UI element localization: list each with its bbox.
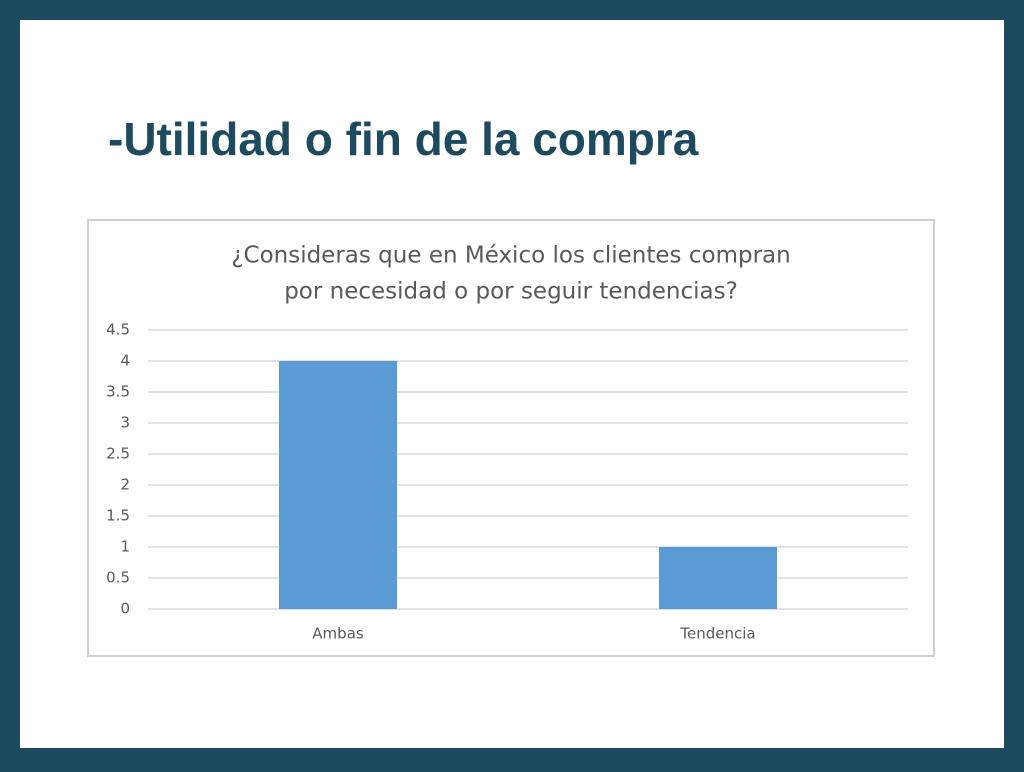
y-tick-label: 2	[120, 476, 130, 494]
bar	[279, 361, 397, 609]
y-tick-label: 3	[120, 414, 130, 432]
slide-title: -Utilidad o fin de la compra	[108, 113, 699, 165]
y-tick-label: 4.5	[106, 321, 130, 339]
y-tick-label: 0.5	[106, 569, 130, 587]
y-tick-label: 4	[120, 352, 130, 370]
y-tick-label: 3.5	[106, 383, 130, 401]
chart-area	[87, 219, 935, 657]
bar	[659, 547, 777, 609]
y-tick-label: 1.5	[106, 507, 130, 525]
y-tick-label: 2.5	[106, 445, 130, 463]
chart-title: por necesidad o por seguir tendencias?	[284, 279, 738, 305]
y-tick-label: 0	[120, 600, 130, 618]
x-tick-label: Tendencia	[679, 625, 755, 643]
x-tick-label: Ambas	[312, 625, 364, 643]
chart-title: ¿Consideras que en México los clientes c…	[231, 243, 790, 269]
y-tick-label: 1	[120, 538, 130, 556]
